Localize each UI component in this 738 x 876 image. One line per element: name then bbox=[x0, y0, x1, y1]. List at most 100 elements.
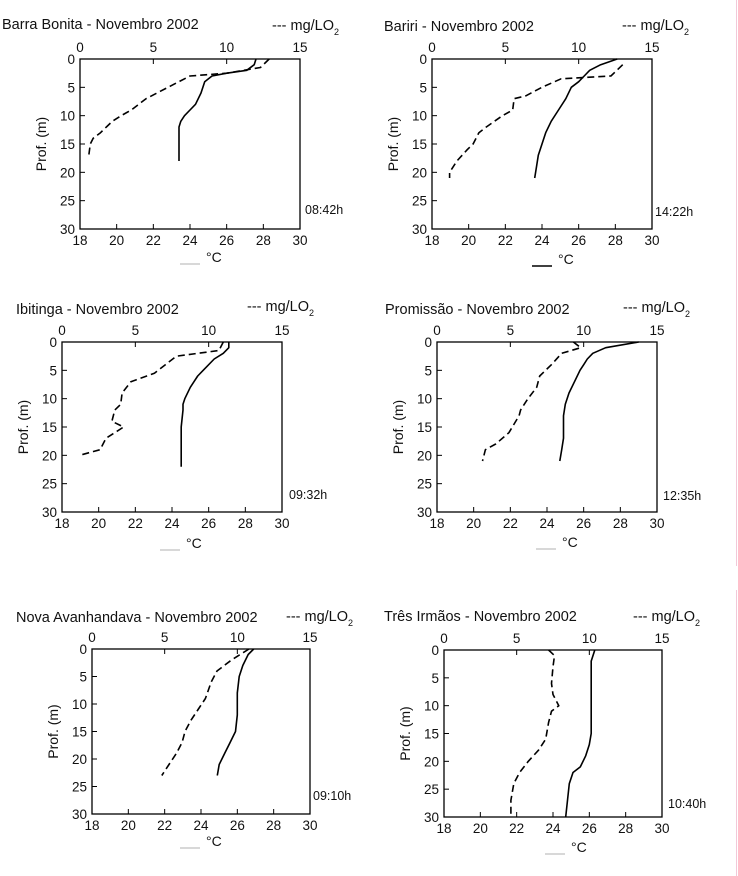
bottom-tick-label: 30 bbox=[274, 516, 289, 531]
bottom-tick-label: 20 bbox=[466, 516, 481, 531]
bottom-tick-label: 22 bbox=[503, 516, 518, 531]
y-tick-label: 15 bbox=[417, 420, 432, 435]
bottom-tick-label: 18 bbox=[424, 233, 439, 248]
page-edge-accent-top bbox=[736, 0, 737, 566]
chart-panel-1: Barra Bonita - Novembro 2002 --- mg/LO2 °C… bbox=[2, 17, 343, 265]
y-tick-label: 10 bbox=[60, 109, 75, 124]
bottom-tick-label: 26 bbox=[582, 821, 597, 836]
legend-oxygen-subscript: 2 bbox=[684, 27, 689, 37]
top-tick-label: 15 bbox=[274, 323, 289, 338]
top-tick-label: 0 bbox=[76, 40, 84, 55]
top-tick-label: 0 bbox=[58, 323, 66, 338]
y-tick-label: 25 bbox=[72, 780, 87, 795]
sampling-time: 08:42h bbox=[305, 203, 343, 217]
y-tick-label: 10 bbox=[424, 699, 439, 714]
sampling-time: 09:32h bbox=[289, 488, 327, 502]
top-tick-label: 5 bbox=[132, 323, 140, 338]
page-edge-accent-bottom bbox=[736, 590, 737, 876]
y-tick-label: 5 bbox=[424, 363, 432, 378]
bottom-tick-label: 30 bbox=[292, 233, 307, 248]
bottom-tick-label: 24 bbox=[534, 233, 550, 248]
sampling-time: 09:10h bbox=[313, 789, 351, 803]
oxygen-profile-line bbox=[79, 341, 225, 457]
temperature-profile-line bbox=[216, 648, 255, 776]
top-tick-label: 10 bbox=[201, 323, 216, 338]
top-tick-label: 15 bbox=[649, 323, 664, 338]
y-tick-label: 25 bbox=[60, 194, 75, 209]
plot-frame bbox=[436, 341, 658, 513]
top-tick-label: 15 bbox=[654, 631, 669, 646]
legend-oxygen-subscript: 2 bbox=[348, 618, 353, 628]
top-tick-label: 5 bbox=[507, 323, 515, 338]
y-tick-label: 0 bbox=[49, 335, 57, 350]
bottom-tick-label: 30 bbox=[649, 516, 664, 531]
top-tick-label: 10 bbox=[582, 631, 597, 646]
legend-oxygen: --- mg/LO2 bbox=[622, 18, 689, 37]
y-tick-label: 0 bbox=[419, 52, 427, 67]
y-axis-label: Prof. (m) bbox=[397, 706, 413, 760]
bottom-tick-label: 20 bbox=[473, 821, 488, 836]
y-tick-label: 5 bbox=[79, 670, 87, 685]
y-tick-label: 20 bbox=[72, 752, 87, 767]
y-tick-label: 15 bbox=[424, 727, 439, 742]
chart-panel-6: Três Irmãos - Novembro 2002 --- mg/LO2 °C 1… bbox=[384, 609, 706, 855]
bottom-tick-label: 18 bbox=[54, 516, 69, 531]
top-tick-label: 0 bbox=[440, 631, 448, 646]
y-tick-label: 20 bbox=[424, 754, 439, 769]
y-tick-label: 25 bbox=[412, 194, 427, 209]
top-tick-label: 5 bbox=[161, 630, 169, 645]
bottom-tick-label: 26 bbox=[571, 233, 586, 248]
y-tick-label: 20 bbox=[42, 448, 57, 463]
legend-oxygen: --- mg/LO2 bbox=[623, 300, 690, 319]
bottom-tick-label: 22 bbox=[157, 818, 172, 833]
bottom-tick-label: 22 bbox=[128, 516, 143, 531]
top-tick-label: 10 bbox=[571, 40, 586, 55]
oxygen-profile-line bbox=[88, 58, 270, 156]
y-axis-label: Prof. (m) bbox=[33, 117, 49, 171]
bottom-tick-label: 26 bbox=[219, 233, 234, 248]
sampling-time: 10:40h bbox=[668, 797, 706, 811]
sampling-time: 12:35h bbox=[663, 489, 701, 503]
bottom-tick-label: 28 bbox=[266, 818, 281, 833]
bottom-tick-label: 22 bbox=[498, 233, 513, 248]
legend-oxygen-subscript: 2 bbox=[309, 308, 314, 318]
chart-title: Bariri - Novembro 2002 bbox=[384, 19, 534, 35]
chart-panel-4: Promissão - Novembro 2002 --- mg/LO2 °C 12:… bbox=[385, 300, 701, 550]
bottom-tick-label: 18 bbox=[72, 233, 87, 248]
y-tick-label: 30 bbox=[412, 222, 427, 237]
legend-oxygen-subscript: 2 bbox=[334, 27, 339, 37]
top-tick-label: 10 bbox=[219, 40, 234, 55]
top-tick-label: 15 bbox=[292, 40, 307, 55]
legend-temperature: °C bbox=[206, 249, 222, 265]
legend-temperature: °C bbox=[206, 833, 222, 849]
bottom-tick-label: 24 bbox=[193, 818, 209, 833]
bottom-tick-label: 24 bbox=[164, 516, 180, 531]
legend-temperature: °C bbox=[562, 534, 578, 550]
bottom-tick-label: 28 bbox=[608, 233, 623, 248]
y-axis-label: Prof. (m) bbox=[15, 400, 31, 454]
legend-temperature: °C bbox=[186, 535, 202, 551]
chart-title: Três Irmãos - Novembro 2002 bbox=[384, 609, 577, 625]
bottom-tick-label: 30 bbox=[302, 818, 317, 833]
top-tick-label: 10 bbox=[576, 323, 591, 338]
y-tick-label: 30 bbox=[417, 505, 432, 520]
chart-panel-5: Nova Avanhandava - Novembro 2002 --- mg/L… bbox=[16, 609, 353, 849]
y-tick-label: 15 bbox=[60, 137, 75, 152]
bottom-tick-label: 22 bbox=[146, 233, 161, 248]
bottom-tick-label: 30 bbox=[654, 821, 669, 836]
oxygen-profile-line bbox=[161, 648, 250, 776]
legend-oxygen-subscript: 2 bbox=[695, 618, 700, 628]
y-tick-label: 10 bbox=[72, 697, 87, 712]
plot-frame bbox=[61, 341, 283, 513]
top-tick-label: 15 bbox=[644, 40, 659, 55]
top-tick-label: 10 bbox=[230, 630, 245, 645]
bottom-tick-label: 18 bbox=[429, 516, 444, 531]
plot-frame bbox=[91, 648, 311, 815]
top-tick-label: 5 bbox=[513, 631, 521, 646]
y-axis-label: Prof. (m) bbox=[390, 400, 406, 454]
oxygen-profile-line bbox=[510, 649, 560, 817]
bottom-tick-label: 20 bbox=[461, 233, 476, 248]
y-tick-label: 25 bbox=[424, 782, 439, 797]
y-tick-label: 0 bbox=[424, 335, 432, 350]
